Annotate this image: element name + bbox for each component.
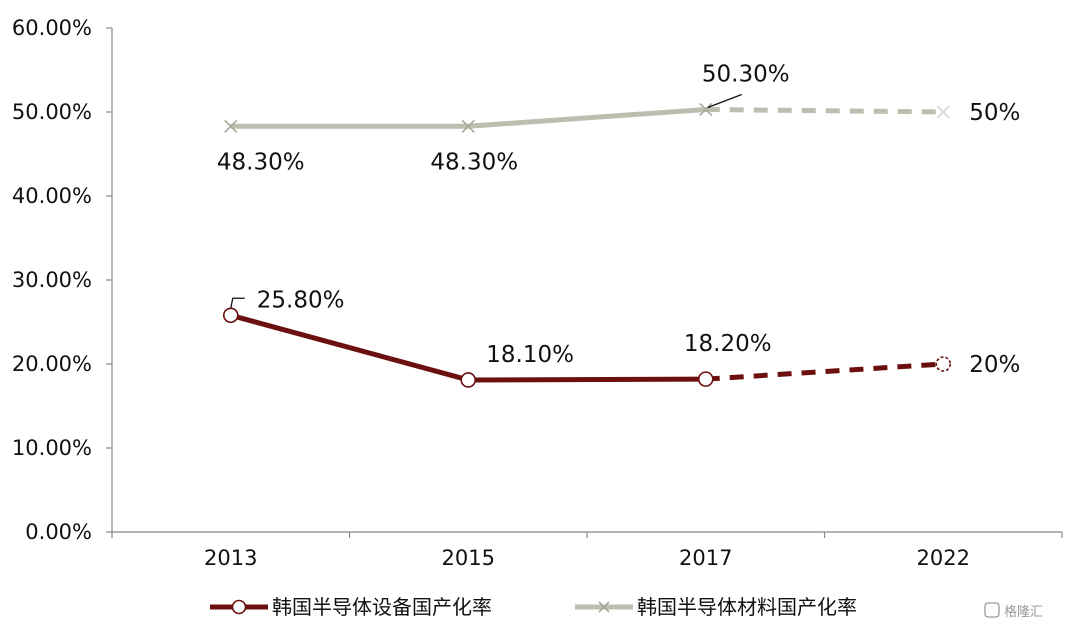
data-point xyxy=(222,307,239,324)
data-point xyxy=(697,371,714,387)
data-label: 18.10% xyxy=(486,342,574,368)
legend: 韩国半导体设备国产化率 韩国半导体材料国产化率 xyxy=(210,595,857,619)
data-labels: 25.80% 18.10% 18.20% 20% 48.30% 48.30% 50.30% 5… xyxy=(217,61,1020,378)
series-line-projected xyxy=(705,106,944,115)
y-tick-label: 0.00% xyxy=(25,520,92,544)
data-point xyxy=(936,105,950,119)
y-tick-label: 50.00% xyxy=(12,100,92,124)
y-tick-labels: 0.00% 10.00% 20.00% 30.00% 40.00% 50.00% 60.00… xyxy=(12,16,92,544)
y-tick-label: 20.00% xyxy=(12,352,92,376)
data-point xyxy=(224,119,238,133)
series-layer xyxy=(222,102,952,388)
data-label: 48.30% xyxy=(217,149,305,175)
data-label: 48.30% xyxy=(430,149,518,175)
data-label: 50.30% xyxy=(702,61,790,87)
x-tick-label: 2017 xyxy=(679,546,732,570)
legend-item-1: 韩国半导体设备国产化率 xyxy=(210,595,492,619)
x-tick-label: 2013 xyxy=(204,546,257,570)
watermark: 格隆汇 xyxy=(984,602,1043,620)
legend-marker xyxy=(231,599,247,615)
data-point xyxy=(935,356,952,372)
series-1 xyxy=(222,307,952,388)
data-point xyxy=(461,119,475,133)
y-tick-label: 30.00% xyxy=(12,268,92,292)
data-label: 18.20% xyxy=(684,331,772,357)
series-line-actual xyxy=(230,312,706,383)
axes: 0.00% 10.00% 20.00% 30.00% 40.00% 50.00% 60.00… xyxy=(12,16,1063,570)
data-label: 25.80% xyxy=(257,287,345,313)
data-point xyxy=(699,102,713,117)
label-leader-line xyxy=(707,93,742,109)
series-2 xyxy=(224,102,950,133)
watermark-logo-icon xyxy=(984,602,1000,618)
data-label: 20% xyxy=(969,352,1020,378)
x-tick-label: 2015 xyxy=(442,546,495,570)
legend-label: 韩国半导体材料国产化率 xyxy=(637,595,857,619)
y-tick-label: 60.00% xyxy=(12,16,92,40)
data-point xyxy=(460,372,477,388)
legend-marker xyxy=(598,601,610,613)
series-line-projected xyxy=(705,361,944,382)
y-tick-label: 40.00% xyxy=(12,184,92,208)
legend-item-2: 韩国半导体材料国产化率 xyxy=(575,595,857,619)
data-label: 50% xyxy=(969,100,1020,126)
y-tick-label: 10.00% xyxy=(12,436,92,460)
series-line-actual xyxy=(230,106,706,129)
watermark-text: 格隆汇 xyxy=(1004,604,1043,620)
x-tick-labels: 2013 2015 2017 2022 xyxy=(204,546,970,570)
label-leader-line xyxy=(230,297,245,309)
x-tick-label: 2022 xyxy=(917,546,970,570)
legend-label: 韩国半导体设备国产化率 xyxy=(272,595,492,619)
